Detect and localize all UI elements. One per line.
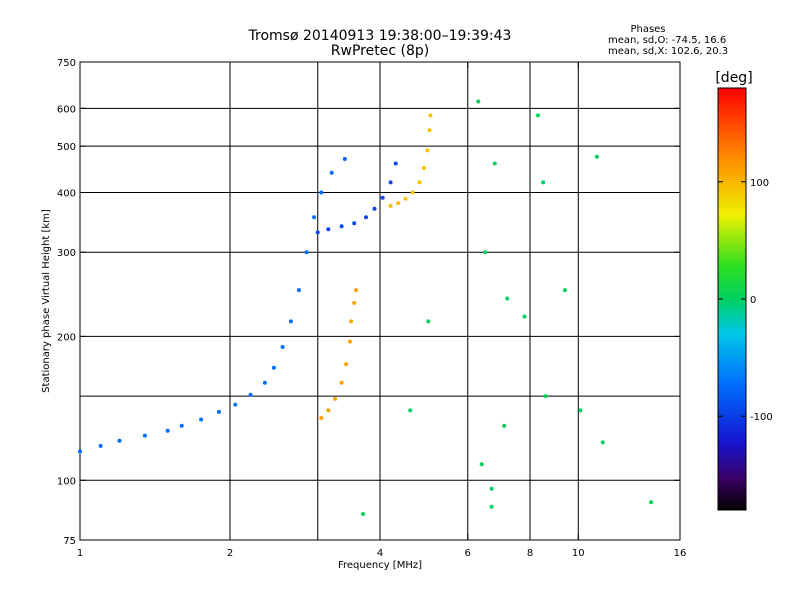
data-point	[361, 512, 366, 516]
data-point	[315, 230, 320, 235]
data-point	[393, 161, 398, 166]
data-points	[78, 99, 654, 516]
data-point	[354, 288, 358, 293]
data-point	[165, 428, 170, 433]
data-point	[199, 417, 204, 422]
data-point	[492, 161, 497, 166]
data-point	[388, 203, 393, 208]
data-point	[304, 250, 309, 255]
data-point	[536, 113, 540, 118]
data-point	[396, 201, 401, 206]
data-point	[476, 99, 481, 104]
data-point	[483, 250, 488, 255]
data-point	[349, 319, 354, 324]
data-point	[408, 408, 413, 413]
data-point	[417, 180, 422, 185]
data-point	[428, 113, 433, 118]
data-point	[339, 380, 344, 385]
data-point	[410, 190, 415, 195]
data-point	[78, 449, 82, 454]
data-point	[98, 443, 103, 448]
x-tick-label: 1	[77, 548, 83, 559]
x-tick-label: 4	[377, 548, 383, 559]
data-point	[352, 221, 357, 226]
data-point	[179, 423, 184, 428]
data-point	[421, 166, 426, 170]
y-tick-label: 100	[57, 476, 76, 487]
data-point	[562, 288, 567, 293]
x-tick-label: 2	[227, 548, 233, 559]
data-point	[271, 365, 276, 370]
data-point	[326, 408, 331, 413]
data-point	[248, 392, 253, 397]
x-tick-label: 8	[527, 548, 533, 559]
data-point	[489, 486, 494, 491]
data-point	[364, 215, 368, 220]
colorbar-tick-label: 100	[750, 178, 769, 189]
phases-mean-o: mean, sd,O: -74.5, 16.6	[608, 35, 726, 46]
data-point	[541, 180, 546, 185]
data-point	[288, 319, 293, 324]
data-point	[296, 288, 301, 293]
data-point	[342, 157, 347, 161]
x-axis-label: Frequency [MHz]	[338, 560, 422, 571]
data-point	[425, 148, 430, 153]
y-axis-ticks: 75 100 200 300 400 500 600 750	[57, 58, 680, 547]
data-point	[312, 215, 317, 220]
x-tick-label: 10	[572, 548, 585, 559]
colorbar-tick-label: -100	[750, 412, 773, 423]
x-axis-ticks: 1 2 4 6 8 10 16	[77, 62, 687, 559]
y-tick-label: 400	[57, 188, 76, 199]
data-point	[649, 500, 654, 505]
data-point	[339, 224, 344, 229]
data-point	[280, 345, 285, 349]
x-tick-label: 16	[674, 548, 687, 559]
y-axis-label: Stationary phase Virtual Height [km]	[41, 209, 52, 393]
data-point	[380, 195, 385, 200]
data-point	[594, 154, 599, 159]
data-point	[578, 408, 583, 413]
data-point	[329, 170, 334, 175]
data-point	[319, 416, 324, 420]
data-point	[479, 462, 484, 467]
phases-heading: Phases	[630, 24, 665, 35]
data-point	[347, 339, 352, 344]
data-point	[403, 196, 408, 201]
data-point	[600, 440, 605, 445]
data-point	[326, 227, 331, 232]
data-point	[427, 128, 432, 133]
data-point	[352, 300, 357, 305]
data-point	[233, 402, 238, 407]
data-point	[319, 190, 324, 195]
chart-title: Tromsø 20140913 19:38:00–19:39:43	[248, 28, 512, 44]
colorbar-tick-label: 0	[750, 295, 756, 306]
data-point	[372, 206, 377, 211]
y-tick-label: 200	[57, 332, 76, 343]
phases-mean-x: mean, sd,X: 102.6, 20.3	[608, 46, 728, 57]
data-point	[543, 394, 548, 399]
y-tick-label: 600	[57, 104, 76, 115]
data-point	[489, 504, 494, 509]
y-tick-label: 75	[63, 536, 76, 547]
data-point	[117, 438, 122, 443]
colorbar-label: [deg]	[715, 70, 752, 86]
y-tick-label: 300	[57, 248, 76, 259]
data-point	[505, 296, 510, 301]
data-point	[344, 362, 349, 367]
data-point	[388, 180, 393, 185]
colorbar-ticks: 100 0 -100	[718, 178, 773, 423]
data-point	[426, 319, 431, 324]
data-point	[262, 380, 267, 385]
data-point	[502, 423, 507, 428]
data-point	[522, 314, 527, 319]
data-point	[142, 433, 147, 438]
grid-lines	[80, 62, 680, 540]
y-tick-label: 500	[57, 142, 76, 153]
data-point	[333, 396, 338, 401]
x-tick-label: 6	[465, 548, 471, 559]
chart-subtitle: RwPretec (8p)	[331, 43, 429, 59]
data-point	[216, 409, 221, 414]
y-tick-label: 750	[57, 58, 76, 69]
